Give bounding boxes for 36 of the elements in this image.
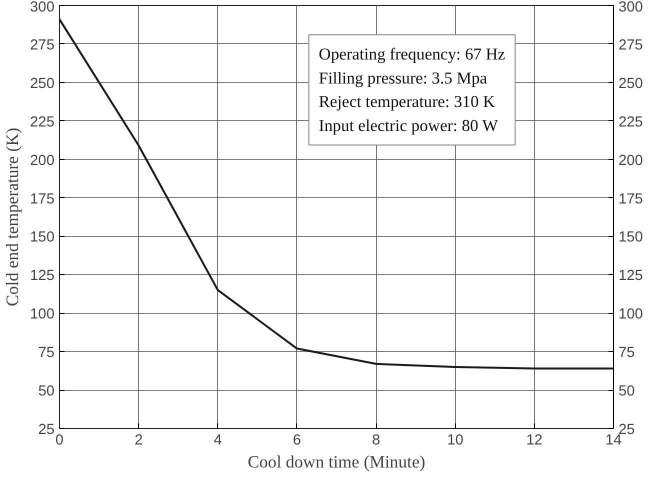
- y-tick-label: 150: [30, 230, 55, 246]
- x-tick-label: 8: [372, 432, 380, 448]
- y-tick-label: 275: [30, 37, 55, 54]
- y2-tick-label: 100: [618, 306, 643, 323]
- y2-tick-label: 175: [618, 191, 643, 208]
- y2-tick-label: 150: [618, 230, 643, 246]
- x-tick-label: 0: [55, 432, 64, 448]
- y-tick-label: 225: [30, 114, 55, 130]
- y2-tick-label: 250: [618, 76, 643, 92]
- y-tick-label: 300: [30, 0, 55, 16]
- x-tick-label: 6: [292, 432, 302, 448]
- annotation: Filling pressure: 3.5 Mpa: [318, 68, 488, 88]
- y-tick-label: 25: [38, 422, 55, 438]
- y-tick-label: 175: [30, 191, 55, 208]
- y2-tick-label: 75: [618, 345, 635, 362]
- y-tick-label: 75: [38, 345, 55, 362]
- x-tick-label: 12: [526, 432, 543, 448]
- y-tick-label: 250: [30, 76, 55, 92]
- x-tick-label: 10: [447, 432, 464, 448]
- y-tick-label: 50: [38, 384, 55, 400]
- y-tick-label: 125: [30, 268, 55, 284]
- annotation: Reject temperature: 310 K: [318, 92, 496, 112]
- y-axis-title: Cold end temperature (K): [3, 128, 22, 306]
- annotation: Input electric power: 80 W: [318, 116, 498, 135]
- x-axis-title: Cool down time (Minute): [248, 452, 426, 472]
- x-tick-label: 2: [134, 432, 143, 448]
- y2-tick-label: 275: [618, 37, 643, 54]
- y2-tick-label: 200: [618, 152, 643, 169]
- y-tick-label: 200: [30, 152, 55, 169]
- y2-tick-label: 225: [618, 114, 643, 130]
- y2-tick-label: 50: [618, 384, 635, 400]
- y2-tick-label: 125: [618, 268, 643, 284]
- x-tick-label: 4: [214, 432, 222, 448]
- annotation: Operating frequency: 67 Hz: [318, 44, 506, 64]
- y-tick-label: 100: [30, 306, 55, 323]
- y2-tick-label: 300: [618, 0, 643, 16]
